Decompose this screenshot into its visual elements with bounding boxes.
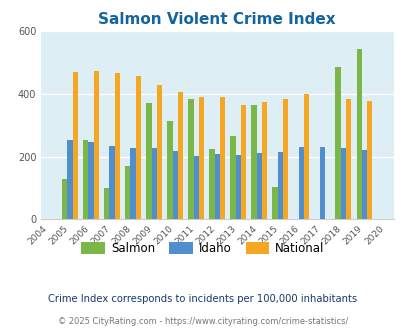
Bar: [62, 179, 67, 219]
Bar: [177, 92, 183, 219]
Bar: [251, 105, 256, 219]
Bar: [256, 153, 261, 219]
Bar: [209, 149, 214, 219]
Bar: [356, 49, 361, 219]
Bar: [193, 156, 198, 219]
Bar: [88, 142, 94, 219]
Bar: [240, 105, 245, 219]
Bar: [94, 71, 99, 219]
Bar: [361, 150, 366, 219]
Bar: [156, 85, 162, 219]
Bar: [219, 97, 224, 219]
Bar: [298, 147, 303, 219]
Bar: [67, 141, 72, 219]
Bar: [135, 76, 141, 219]
Bar: [303, 94, 309, 219]
Bar: [261, 102, 266, 219]
Bar: [167, 121, 172, 219]
Bar: [272, 186, 277, 219]
Bar: [115, 73, 119, 219]
Bar: [83, 140, 88, 219]
Legend: Salmon, Idaho, National: Salmon, Idaho, National: [77, 237, 328, 260]
Bar: [130, 148, 135, 219]
Bar: [104, 188, 109, 219]
Bar: [230, 136, 235, 219]
Bar: [282, 99, 288, 219]
Bar: [146, 104, 151, 219]
Bar: [345, 99, 350, 219]
Bar: [151, 148, 156, 219]
Text: © 2025 CityRating.com - https://www.cityrating.com/crime-statistics/: © 2025 CityRating.com - https://www.city…: [58, 317, 347, 326]
Bar: [198, 97, 204, 219]
Bar: [277, 152, 282, 219]
Bar: [340, 148, 345, 219]
Bar: [319, 147, 324, 219]
Bar: [72, 72, 78, 219]
Bar: [109, 146, 115, 219]
Bar: [125, 166, 130, 219]
Bar: [335, 67, 340, 219]
Bar: [366, 101, 371, 219]
Text: Crime Index corresponds to incidents per 100,000 inhabitants: Crime Index corresponds to incidents per…: [48, 294, 357, 304]
Title: Salmon Violent Crime Index: Salmon Violent Crime Index: [98, 13, 335, 27]
Bar: [214, 154, 219, 219]
Bar: [188, 99, 193, 219]
Bar: [235, 155, 240, 219]
Bar: [172, 151, 177, 219]
